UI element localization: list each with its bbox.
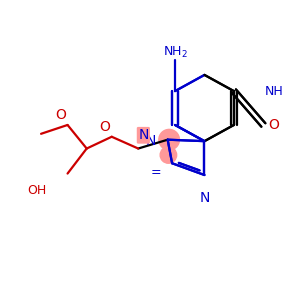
Circle shape bbox=[160, 147, 177, 163]
Text: N: N bbox=[199, 191, 210, 205]
Text: O: O bbox=[55, 108, 66, 122]
Text: NH$_2$: NH$_2$ bbox=[163, 45, 188, 60]
Text: =: = bbox=[151, 166, 161, 178]
Text: O: O bbox=[268, 118, 279, 132]
Text: NH: NH bbox=[265, 85, 283, 98]
Text: O: O bbox=[99, 120, 110, 134]
Text: OH: OH bbox=[28, 184, 47, 197]
Circle shape bbox=[159, 129, 179, 150]
Text: N: N bbox=[138, 128, 148, 142]
Text: N: N bbox=[146, 134, 156, 148]
